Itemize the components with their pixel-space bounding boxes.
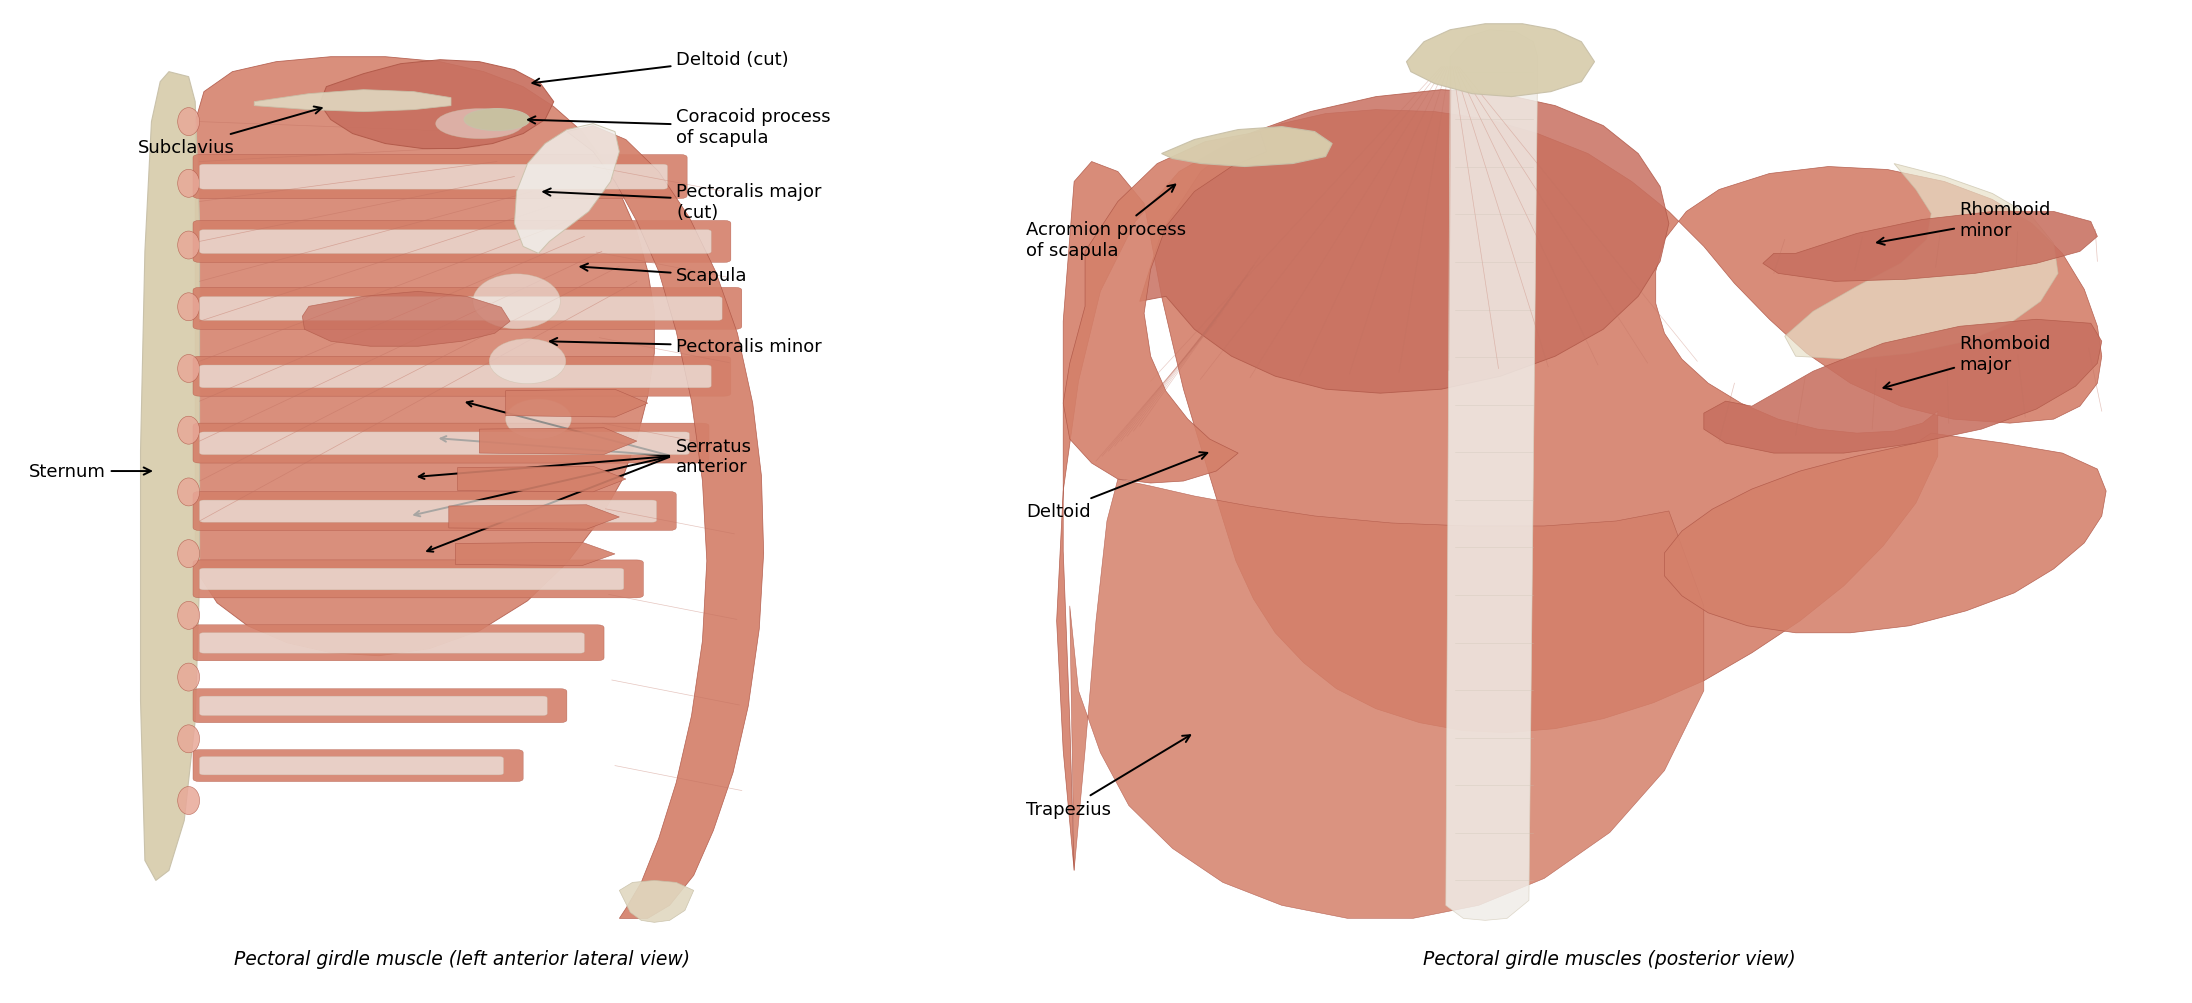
Text: Deltoid: Deltoid [1026,452,1208,521]
Polygon shape [1664,433,2107,633]
Polygon shape [1703,320,2102,453]
Ellipse shape [465,109,530,131]
Text: Serratus
anterior: Serratus anterior [675,437,752,476]
FancyBboxPatch shape [193,357,730,397]
Polygon shape [1762,213,2098,282]
Polygon shape [1057,110,2102,871]
Ellipse shape [178,232,199,260]
Ellipse shape [178,417,199,444]
FancyBboxPatch shape [193,625,605,661]
FancyBboxPatch shape [193,155,686,200]
Polygon shape [568,126,763,919]
FancyBboxPatch shape [193,492,675,531]
Polygon shape [1407,25,1594,97]
Polygon shape [1070,479,1703,919]
FancyBboxPatch shape [193,288,741,330]
Text: Pectoral girdle muscles (posterior view): Pectoral girdle muscles (posterior view) [1423,949,1795,968]
Text: Pectoralis major
(cut): Pectoralis major (cut) [544,183,822,222]
Ellipse shape [473,275,561,329]
Text: Pectoralis minor: Pectoralis minor [550,338,822,356]
Ellipse shape [178,602,199,630]
Polygon shape [1784,164,2058,360]
Ellipse shape [178,725,199,753]
Text: Acromion process
of scapula: Acromion process of scapula [1026,186,1186,260]
Polygon shape [456,543,616,566]
FancyBboxPatch shape [199,297,721,321]
Text: Trapezius: Trapezius [1026,735,1190,817]
Ellipse shape [178,294,199,321]
FancyBboxPatch shape [199,432,688,455]
Polygon shape [1447,31,1537,921]
FancyBboxPatch shape [199,500,658,523]
Polygon shape [620,881,693,923]
FancyBboxPatch shape [193,689,568,723]
Ellipse shape [178,108,199,136]
Text: Scapula: Scapula [581,265,747,285]
FancyBboxPatch shape [193,423,708,463]
Polygon shape [1140,90,1668,394]
Text: Subclavius: Subclavius [138,107,322,156]
Text: Deltoid (cut): Deltoid (cut) [533,50,789,86]
FancyBboxPatch shape [193,750,524,781]
FancyBboxPatch shape [199,165,666,190]
Text: Sternum: Sternum [28,462,151,480]
Ellipse shape [178,171,199,199]
Polygon shape [1162,127,1333,168]
FancyBboxPatch shape [199,366,710,388]
Ellipse shape [489,339,566,384]
FancyBboxPatch shape [193,222,730,263]
Ellipse shape [178,355,199,383]
Ellipse shape [436,109,524,139]
Ellipse shape [178,478,199,507]
Polygon shape [302,292,511,347]
Polygon shape [195,57,655,656]
Polygon shape [480,428,638,455]
Polygon shape [254,90,452,112]
Polygon shape [506,390,649,417]
FancyBboxPatch shape [199,569,625,590]
Text: Rhomboid
major: Rhomboid major [1883,334,2052,390]
Text: Pectoral girdle muscle (left anterior lateral view): Pectoral girdle muscle (left anterior la… [235,949,690,968]
Polygon shape [1063,132,1267,483]
FancyBboxPatch shape [199,231,710,254]
Polygon shape [320,60,555,149]
Ellipse shape [178,541,199,568]
Ellipse shape [506,400,572,439]
FancyBboxPatch shape [199,696,548,716]
Polygon shape [458,466,627,492]
Ellipse shape [178,663,199,691]
Polygon shape [140,72,199,881]
FancyBboxPatch shape [193,561,644,598]
Ellipse shape [178,786,199,814]
Text: Coracoid process
of scapula: Coracoid process of scapula [528,108,831,146]
Polygon shape [515,124,620,254]
FancyBboxPatch shape [199,757,504,775]
Polygon shape [449,506,620,530]
FancyBboxPatch shape [199,633,585,654]
Text: Rhomboid
minor: Rhomboid minor [1876,201,2052,246]
